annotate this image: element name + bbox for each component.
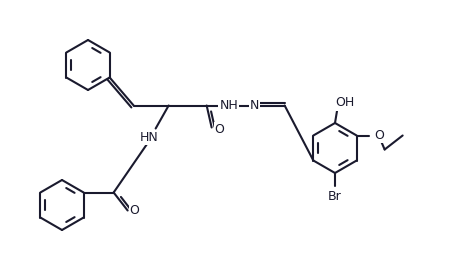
Text: O: O <box>130 204 139 217</box>
Text: OH: OH <box>335 96 355 109</box>
Text: HN: HN <box>139 131 158 144</box>
Text: Br: Br <box>328 190 342 202</box>
Text: N: N <box>250 99 259 112</box>
Text: O: O <box>215 123 224 136</box>
Text: O: O <box>375 129 384 142</box>
Text: NH: NH <box>219 99 238 112</box>
